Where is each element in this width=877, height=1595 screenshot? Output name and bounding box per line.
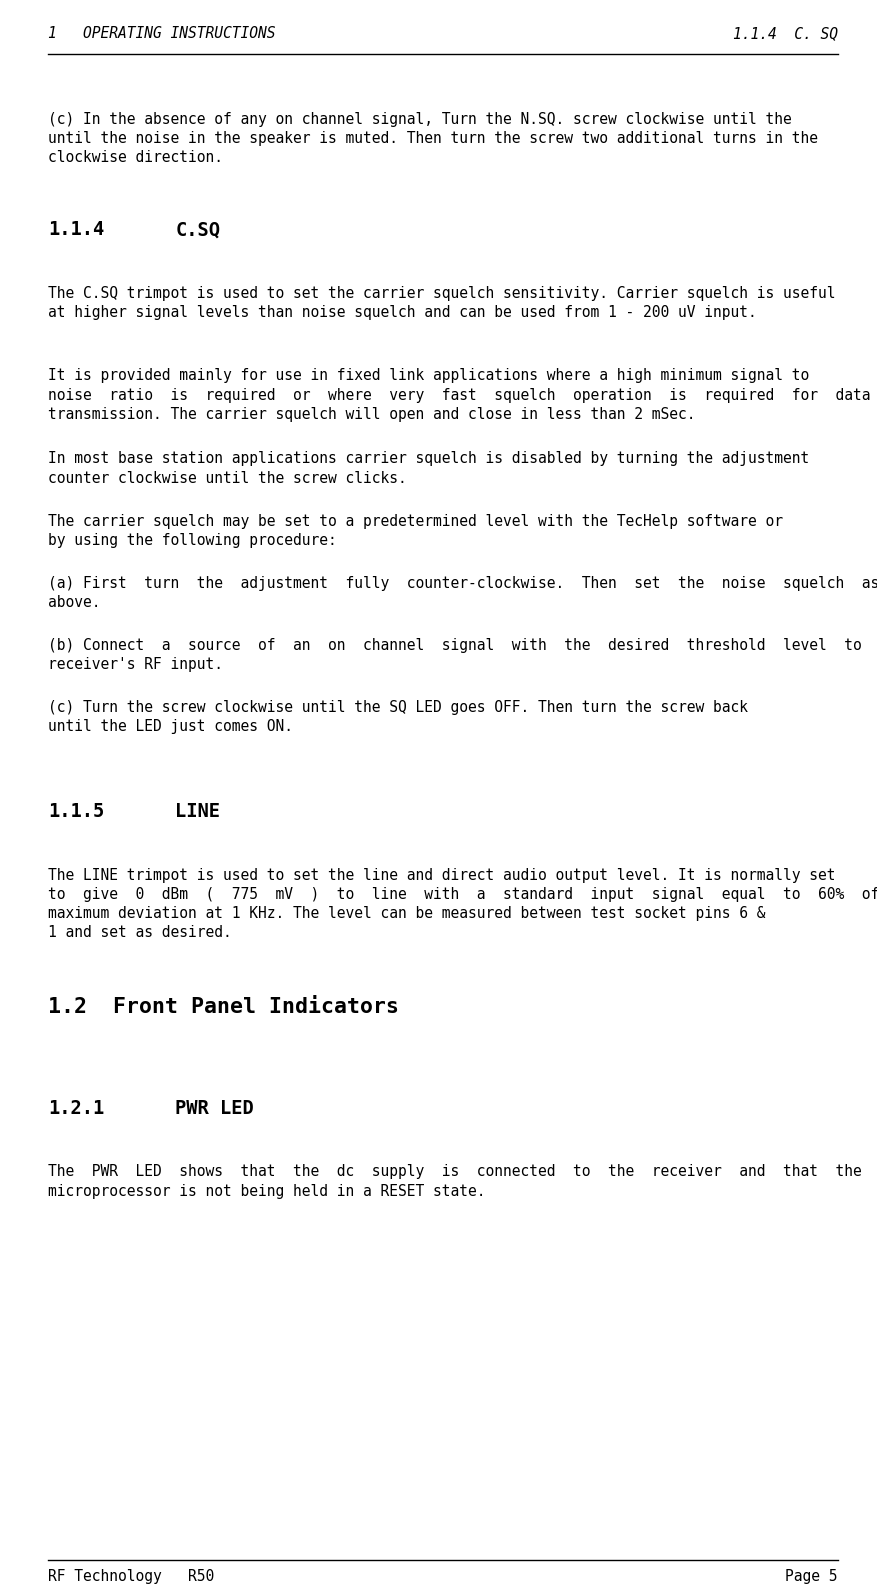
Text: Page 5: Page 5: [785, 1569, 838, 1584]
Text: RF Technology   R50: RF Technology R50: [48, 1569, 215, 1584]
Text: 1   OPERATING INSTRUCTIONS: 1 OPERATING INSTRUCTIONS: [48, 27, 275, 41]
Text: (b) Connect  a  source  of  an  on  channel  signal  with  the  desired  thresho: (b) Connect a source of an on channel si…: [48, 638, 877, 671]
Text: LINE: LINE: [175, 802, 220, 821]
Text: (c) Turn the screw clockwise until the SQ LED goes OFF. Then turn the screw back: (c) Turn the screw clockwise until the S…: [48, 700, 748, 734]
Text: It is provided mainly for use in fixed link applications where a high minimum si: It is provided mainly for use in fixed l…: [48, 368, 871, 421]
Text: (a) First  turn  the  adjustment  fully  counter-clockwise.  Then  set  the  noi: (a) First turn the adjustment fully coun…: [48, 576, 877, 609]
Text: 1.2  Front Panel Indicators: 1.2 Front Panel Indicators: [48, 997, 399, 1018]
Text: The C.SQ trimpot is used to set the carrier squelch sensitivity. Carrier squelch: The C.SQ trimpot is used to set the carr…: [48, 286, 836, 319]
Text: The carrier squelch may be set to a predetermined level with the TecHelp softwar: The carrier squelch may be set to a pred…: [48, 514, 783, 547]
Text: The LINE trimpot is used to set the line and direct audio output level. It is no: The LINE trimpot is used to set the line…: [48, 868, 877, 941]
Text: The  PWR  LED  shows  that  the  dc  supply  is  connected  to  the  receiver  a: The PWR LED shows that the dc supply is …: [48, 1164, 862, 1198]
Text: 1.1.5: 1.1.5: [48, 802, 104, 821]
Text: PWR LED: PWR LED: [175, 1099, 254, 1118]
Text: In most base station applications carrier squelch is disabled by turning the adj: In most base station applications carrie…: [48, 451, 809, 485]
Text: 1.1.4: 1.1.4: [48, 220, 104, 239]
Text: C.SQ: C.SQ: [175, 220, 220, 239]
Text: (c) In the absence of any on channel signal, Turn the N.SQ. screw clockwise unti: (c) In the absence of any on channel sig…: [48, 112, 818, 164]
Text: 1.2.1: 1.2.1: [48, 1099, 104, 1118]
Text: 1.1.4  C. SQ: 1.1.4 C. SQ: [732, 27, 838, 41]
